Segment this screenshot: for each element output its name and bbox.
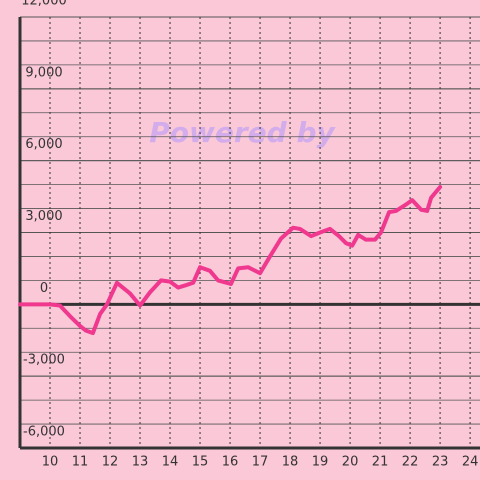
x-tick-label: 13 <box>132 455 149 470</box>
x-tick-label: 14 <box>162 455 179 470</box>
x-tick-label: 15 <box>192 455 209 470</box>
x-tick-label: 20 <box>342 455 359 470</box>
x-tick-label: 19 <box>312 455 329 470</box>
y-tick-label: 3,000 <box>25 209 62 224</box>
x-tick-label: 22 <box>402 455 419 470</box>
x-tick-label: 23 <box>432 455 449 470</box>
x-tick-label: 16 <box>222 455 239 470</box>
y-tick-label: 0 <box>40 281 48 296</box>
y-tick-label: 12,000 <box>21 0 67 9</box>
line <box>18 185 443 336</box>
x-tick-label: 18 <box>282 455 299 470</box>
x-tick-label: 10 <box>42 455 59 470</box>
y-tick-label: 9,000 <box>25 65 62 80</box>
x-tick-label: 12 <box>102 455 119 470</box>
x-tick-label: 24 <box>462 455 479 470</box>
y-tick-label: 6,000 <box>25 137 62 152</box>
x-tick-label: 21 <box>372 455 389 470</box>
x-tick-label: 11 <box>72 455 89 470</box>
x-tick-label: 17 <box>252 455 269 470</box>
y-tick-label: -6,000 <box>23 425 65 440</box>
y-tick-label: -3,000 <box>23 353 65 368</box>
watermark: Powered by <box>149 116 336 149</box>
